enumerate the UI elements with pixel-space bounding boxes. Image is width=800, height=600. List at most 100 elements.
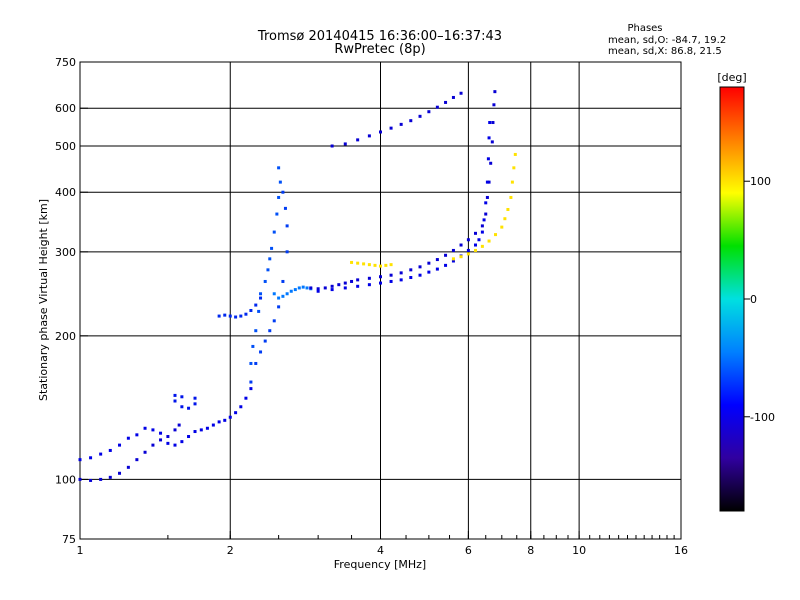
echo-point bbox=[389, 126, 393, 130]
echo-point bbox=[285, 224, 289, 228]
echo-point bbox=[199, 428, 203, 432]
echo-point bbox=[268, 329, 272, 333]
echo-point bbox=[362, 262, 366, 266]
echo-point bbox=[379, 275, 382, 279]
plot-area: 1 2 4 6 8 10 16 75 100 200 300 400 500 600 750 bbox=[55, 56, 688, 557]
echo-point bbox=[281, 190, 285, 194]
echo-point bbox=[263, 339, 267, 343]
echo-point bbox=[356, 278, 360, 282]
echo-point bbox=[272, 230, 276, 234]
echo-point bbox=[180, 405, 184, 409]
colorbar-tick-label: 100 bbox=[750, 175, 771, 188]
echo-point bbox=[350, 260, 354, 264]
echo-point bbox=[180, 440, 184, 444]
echo-point bbox=[277, 195, 281, 199]
echo-point bbox=[275, 212, 279, 216]
chart-subtitle: RwPretec (8p) bbox=[334, 42, 425, 57]
echo-point bbox=[384, 263, 388, 267]
echo-point bbox=[466, 238, 470, 242]
echo-point bbox=[285, 292, 289, 296]
echo-point bbox=[177, 423, 181, 427]
echo-point bbox=[277, 296, 281, 300]
echo-point bbox=[228, 314, 232, 318]
echo-point bbox=[399, 271, 403, 275]
echo-point bbox=[409, 268, 413, 272]
echo-point bbox=[316, 289, 320, 293]
echo-point bbox=[281, 279, 285, 283]
echo-point bbox=[509, 195, 513, 199]
echo-point bbox=[330, 144, 334, 148]
echo-point bbox=[459, 255, 463, 259]
echo-point bbox=[193, 430, 197, 434]
echo-point bbox=[513, 152, 517, 156]
echo-point bbox=[389, 273, 393, 277]
echo-point bbox=[126, 436, 130, 440]
echo-point bbox=[482, 218, 486, 222]
echo-point bbox=[78, 477, 82, 481]
echo-point bbox=[367, 283, 371, 287]
echo-point bbox=[484, 212, 488, 216]
echo-point bbox=[444, 263, 448, 267]
echo-point bbox=[330, 288, 334, 292]
echo-point bbox=[278, 180, 282, 184]
echo-point bbox=[289, 289, 293, 293]
echo-point bbox=[259, 350, 263, 354]
echo-point bbox=[367, 134, 371, 138]
echo-point bbox=[316, 287, 320, 291]
echo-point bbox=[466, 248, 470, 252]
echo-point bbox=[305, 286, 309, 290]
echo-point bbox=[337, 283, 341, 287]
y-tick-label: 75 bbox=[62, 533, 76, 546]
y-tick-label: 750 bbox=[55, 56, 76, 69]
echo-point bbox=[254, 361, 258, 365]
echo-point bbox=[487, 239, 491, 243]
echo-point bbox=[451, 259, 455, 263]
colorbar-tick-label: -100 bbox=[750, 411, 775, 424]
x-tick-label: 1 bbox=[77, 544, 84, 557]
phases-o-stats: mean, sd,O: -84.7, 19.2 bbox=[608, 35, 726, 46]
echo-point bbox=[409, 276, 413, 280]
echo-point bbox=[435, 258, 439, 262]
echo-point bbox=[480, 230, 484, 234]
echo-point bbox=[239, 405, 243, 409]
echo-point bbox=[512, 166, 516, 170]
echo-point bbox=[254, 329, 258, 333]
phases-x-stats: mean, sd,X: 86.8, 21.5 bbox=[608, 46, 722, 57]
echo-point bbox=[159, 438, 163, 442]
y-tick-label: 500 bbox=[55, 140, 76, 153]
echo-point bbox=[193, 396, 197, 400]
echo-point bbox=[510, 180, 514, 184]
echo-point bbox=[126, 465, 130, 469]
echo-point bbox=[389, 263, 393, 267]
echo-point bbox=[343, 142, 347, 146]
echo-point bbox=[488, 121, 492, 125]
echo-point bbox=[389, 279, 393, 283]
echo-point bbox=[272, 319, 276, 323]
echo-point bbox=[466, 252, 470, 256]
echo-point bbox=[473, 243, 477, 247]
echo-point bbox=[427, 110, 431, 114]
echo-point bbox=[277, 305, 281, 309]
echo-point bbox=[418, 114, 422, 118]
echo-point bbox=[418, 265, 422, 269]
echo-point bbox=[379, 264, 382, 268]
echo-point bbox=[409, 119, 413, 123]
y-tick-label: 600 bbox=[55, 102, 76, 115]
echo-point bbox=[435, 267, 439, 271]
x-tick-label: 6 bbox=[465, 544, 472, 557]
y-axis-label: Stationary phase Virtual Height [km] bbox=[37, 199, 50, 401]
echo-point bbox=[244, 312, 248, 316]
echo-point bbox=[268, 257, 272, 261]
echo-point bbox=[494, 233, 498, 237]
echo-point bbox=[239, 314, 243, 318]
echo-point bbox=[487, 136, 491, 140]
x-axis-label: Frequency [MHz] bbox=[334, 558, 426, 571]
echo-point bbox=[283, 206, 287, 210]
echo-point bbox=[281, 294, 285, 298]
echo-point bbox=[459, 243, 463, 247]
echo-point bbox=[143, 450, 147, 454]
echo-point bbox=[118, 443, 122, 447]
echo-point bbox=[459, 91, 463, 95]
echo-point bbox=[489, 161, 493, 165]
